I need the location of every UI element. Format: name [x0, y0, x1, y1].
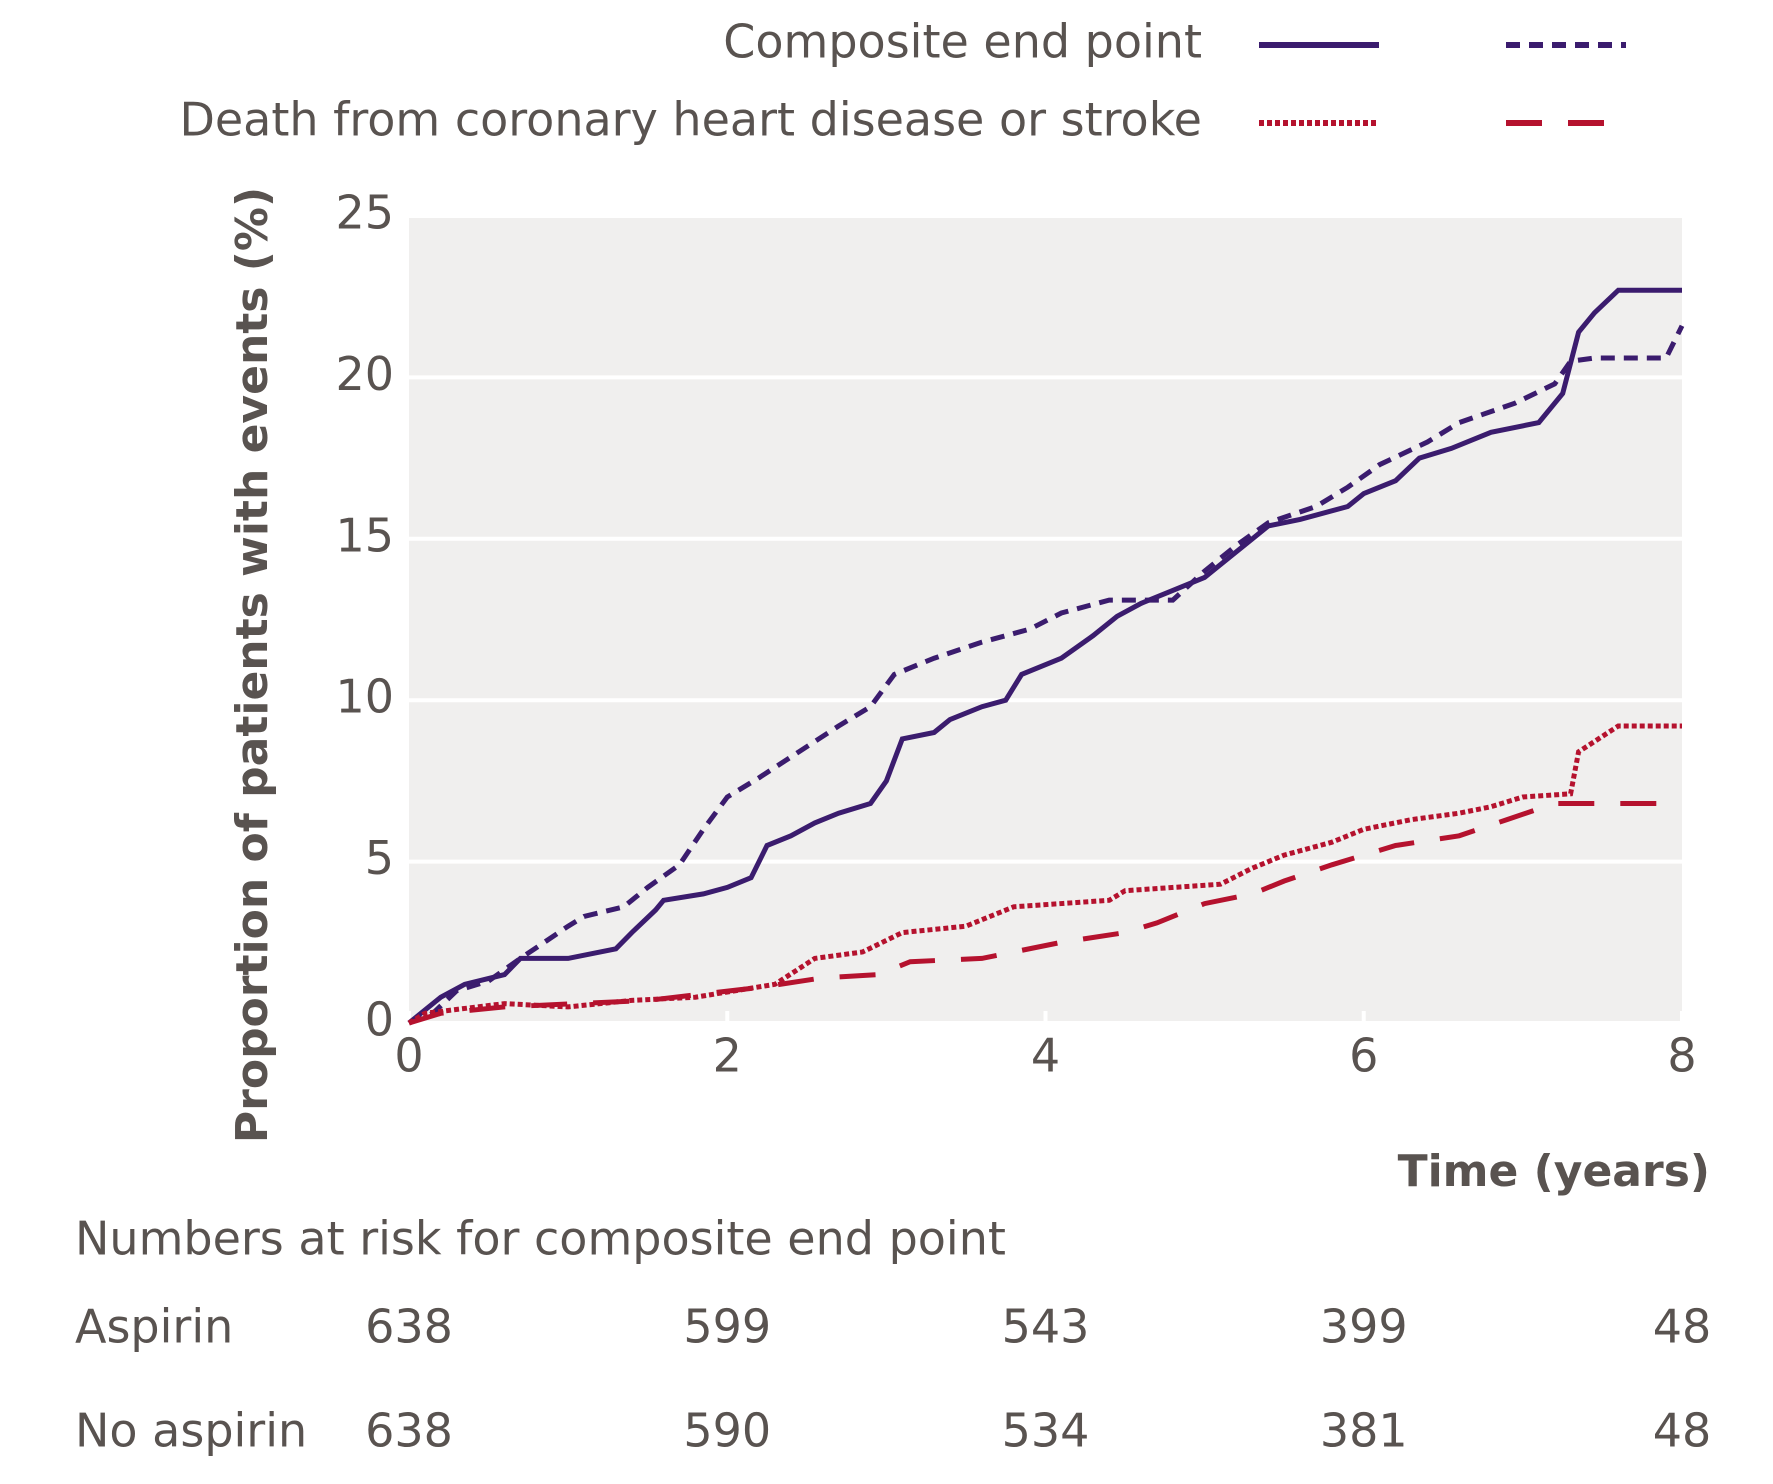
risk-row-label: No aspirin	[75, 1404, 307, 1458]
x-tick-label: 6	[1349, 1029, 1378, 1083]
risk-value: 399	[1320, 1300, 1408, 1354]
y-tick-label: 10	[335, 670, 394, 724]
y-tick-label: 20	[335, 347, 394, 401]
x-tick-label: 8	[1667, 1029, 1696, 1083]
x-axis-title: Time (years)	[1398, 1146, 1710, 1197]
y-tick-label: 5	[365, 831, 394, 885]
risk-value: 638	[365, 1404, 453, 1458]
risk-value: 543	[1002, 1300, 1090, 1354]
risk-value: 48	[1653, 1300, 1712, 1354]
risk-row-label: Aspirin	[75, 1300, 233, 1354]
risk-value: 48	[1653, 1404, 1712, 1458]
y-tick-label: 0	[365, 993, 394, 1047]
y-axis-title: Proportion of patients with events (%)	[227, 187, 278, 1143]
legend-label: Composite end point	[723, 15, 1202, 69]
x-tick-label: 0	[394, 1029, 423, 1083]
y-tick-label: 15	[335, 508, 394, 562]
risk-value: 534	[1002, 1404, 1090, 1458]
risk-value: 381	[1320, 1404, 1408, 1458]
x-tick-label: 4	[1031, 1029, 1060, 1083]
series-line	[408, 324, 1685, 1026]
series-line	[407, 723, 1682, 1026]
risk-value: 638	[365, 1300, 453, 1354]
y-tick-label: 25	[335, 186, 394, 240]
series-line	[407, 287, 1682, 1025]
legend-label: Death from coronary heart disease or str…	[179, 93, 1202, 147]
risk-value: 599	[683, 1300, 771, 1354]
series-line	[408, 801, 1682, 1026]
x-tick-label: 2	[713, 1029, 742, 1083]
risk-value: 590	[683, 1404, 771, 1458]
risk-table-title: Numbers at risk for composite end point	[75, 1212, 1006, 1266]
